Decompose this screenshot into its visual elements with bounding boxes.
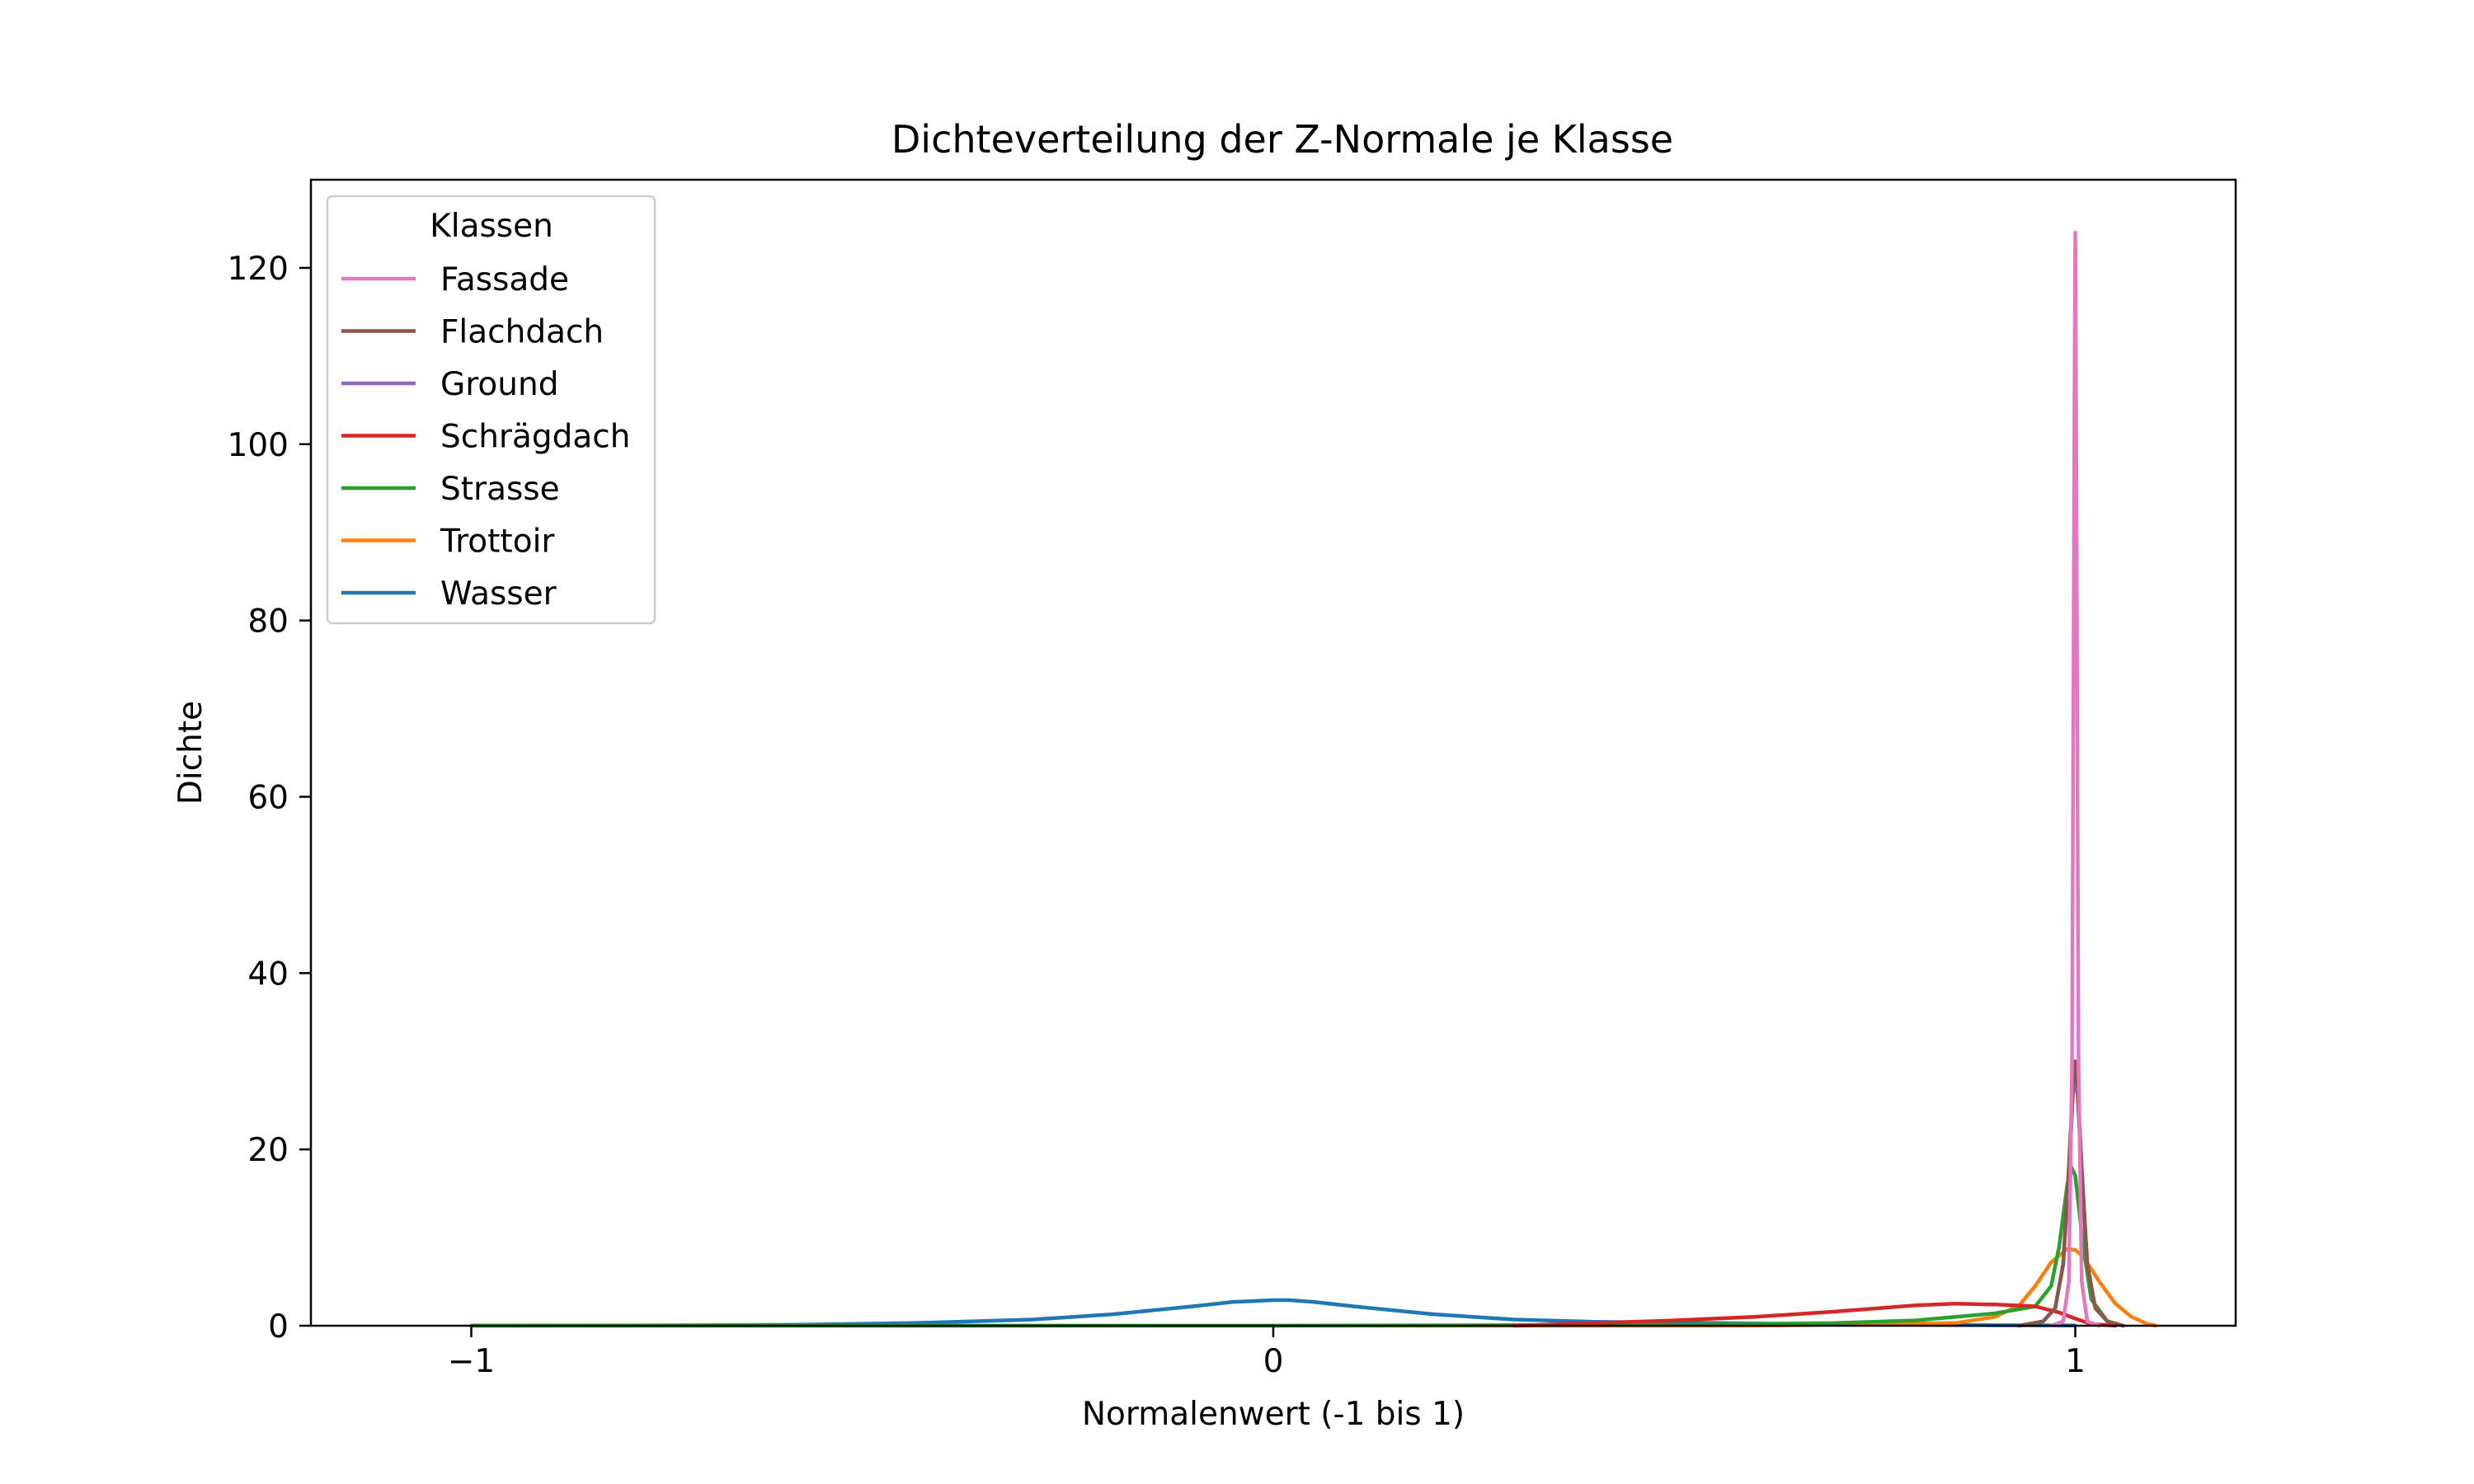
legend-entries: Fassade Flachdach Ground Schrägdach Strasse T… xyxy=(341,261,630,613)
x-tick-label: −1 xyxy=(448,1343,496,1380)
series-line-flachdach xyxy=(2017,1059,2126,1328)
series-line-schr-gdach xyxy=(1512,1302,2118,1328)
y-tick-label: 120 xyxy=(228,251,289,288)
y-tick-label: 80 xyxy=(247,603,289,641)
series-line-trottoir xyxy=(469,1247,2158,1328)
y-tick-label: 0 xyxy=(268,1308,289,1345)
x-tick-label: 1 xyxy=(2065,1343,2086,1380)
y-tick-label: 40 xyxy=(247,956,289,993)
legend-title: Klassen xyxy=(430,208,553,245)
x-axis: −1 0 1 xyxy=(448,1326,2086,1380)
legend-label: Fassade xyxy=(440,261,569,298)
series-line-wasser xyxy=(469,1298,2077,1328)
y-axis: 0 20 40 60 80 100 120 xyxy=(228,251,311,1345)
legend-label: Schrägdach xyxy=(440,419,630,456)
legend-label: Flachdach xyxy=(440,314,604,351)
x-axis-label: Normalenwert (-1 bis 1) xyxy=(1082,1396,1465,1433)
series-line-fassade xyxy=(2049,230,2101,1328)
legend-box xyxy=(326,195,656,625)
y-axis-label: Dichte xyxy=(172,701,209,805)
legend-label: Wasser xyxy=(440,575,557,613)
y-tick-label: 60 xyxy=(247,779,289,816)
legend: Klassen Fassade Flachdach Ground Schrägdach… xyxy=(326,195,656,625)
y-tick-label: 100 xyxy=(228,427,289,464)
chart-title: Dichteverteilung der Z-Normale je Klasse xyxy=(891,117,1673,162)
y-tick-label: 20 xyxy=(247,1132,289,1169)
legend-label: Strasse xyxy=(440,471,560,508)
legend-label: Ground xyxy=(440,366,558,403)
x-tick-label: 0 xyxy=(1263,1343,1284,1380)
legend-label: Trottoir xyxy=(440,524,555,561)
